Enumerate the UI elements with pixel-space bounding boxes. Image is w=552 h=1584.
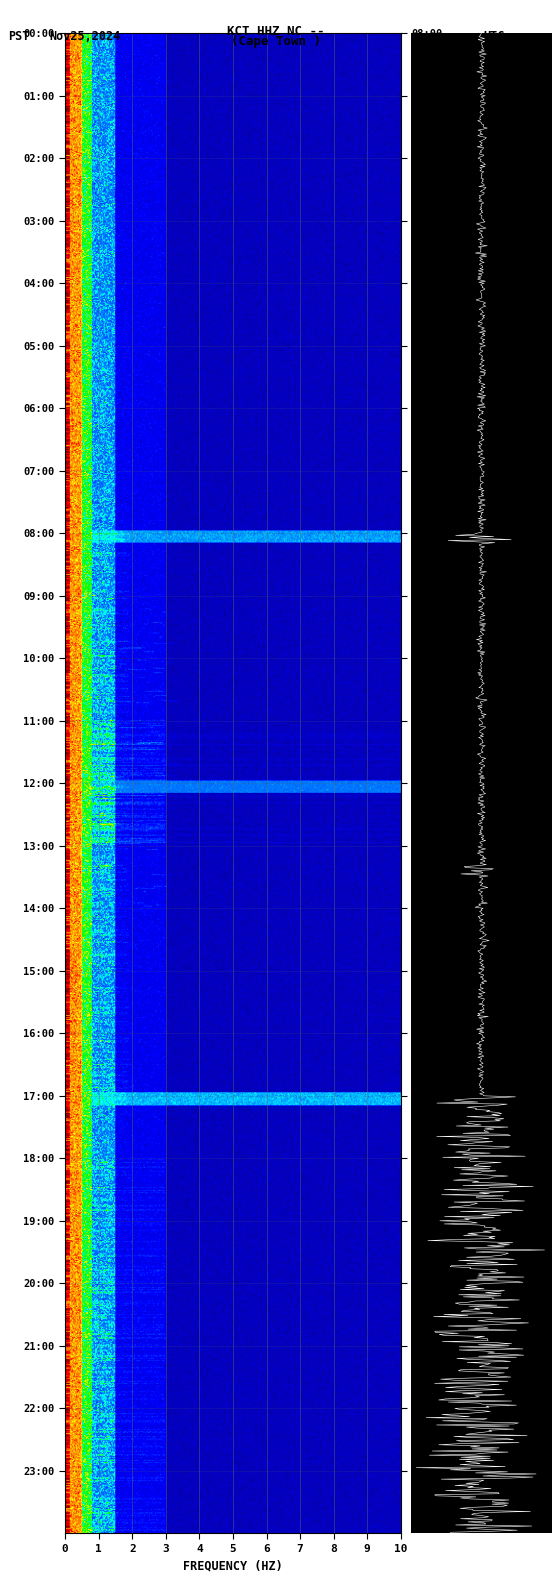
Text: (Cape Town ): (Cape Town )	[231, 35, 321, 48]
Text: Nov25,2024: Nov25,2024	[50, 30, 121, 43]
X-axis label: FREQUENCY (HZ): FREQUENCY (HZ)	[183, 1559, 283, 1573]
Text: KCT HHZ NC --: KCT HHZ NC --	[227, 25, 325, 38]
Text: UTC: UTC	[484, 30, 505, 43]
Text: PST: PST	[8, 30, 30, 43]
